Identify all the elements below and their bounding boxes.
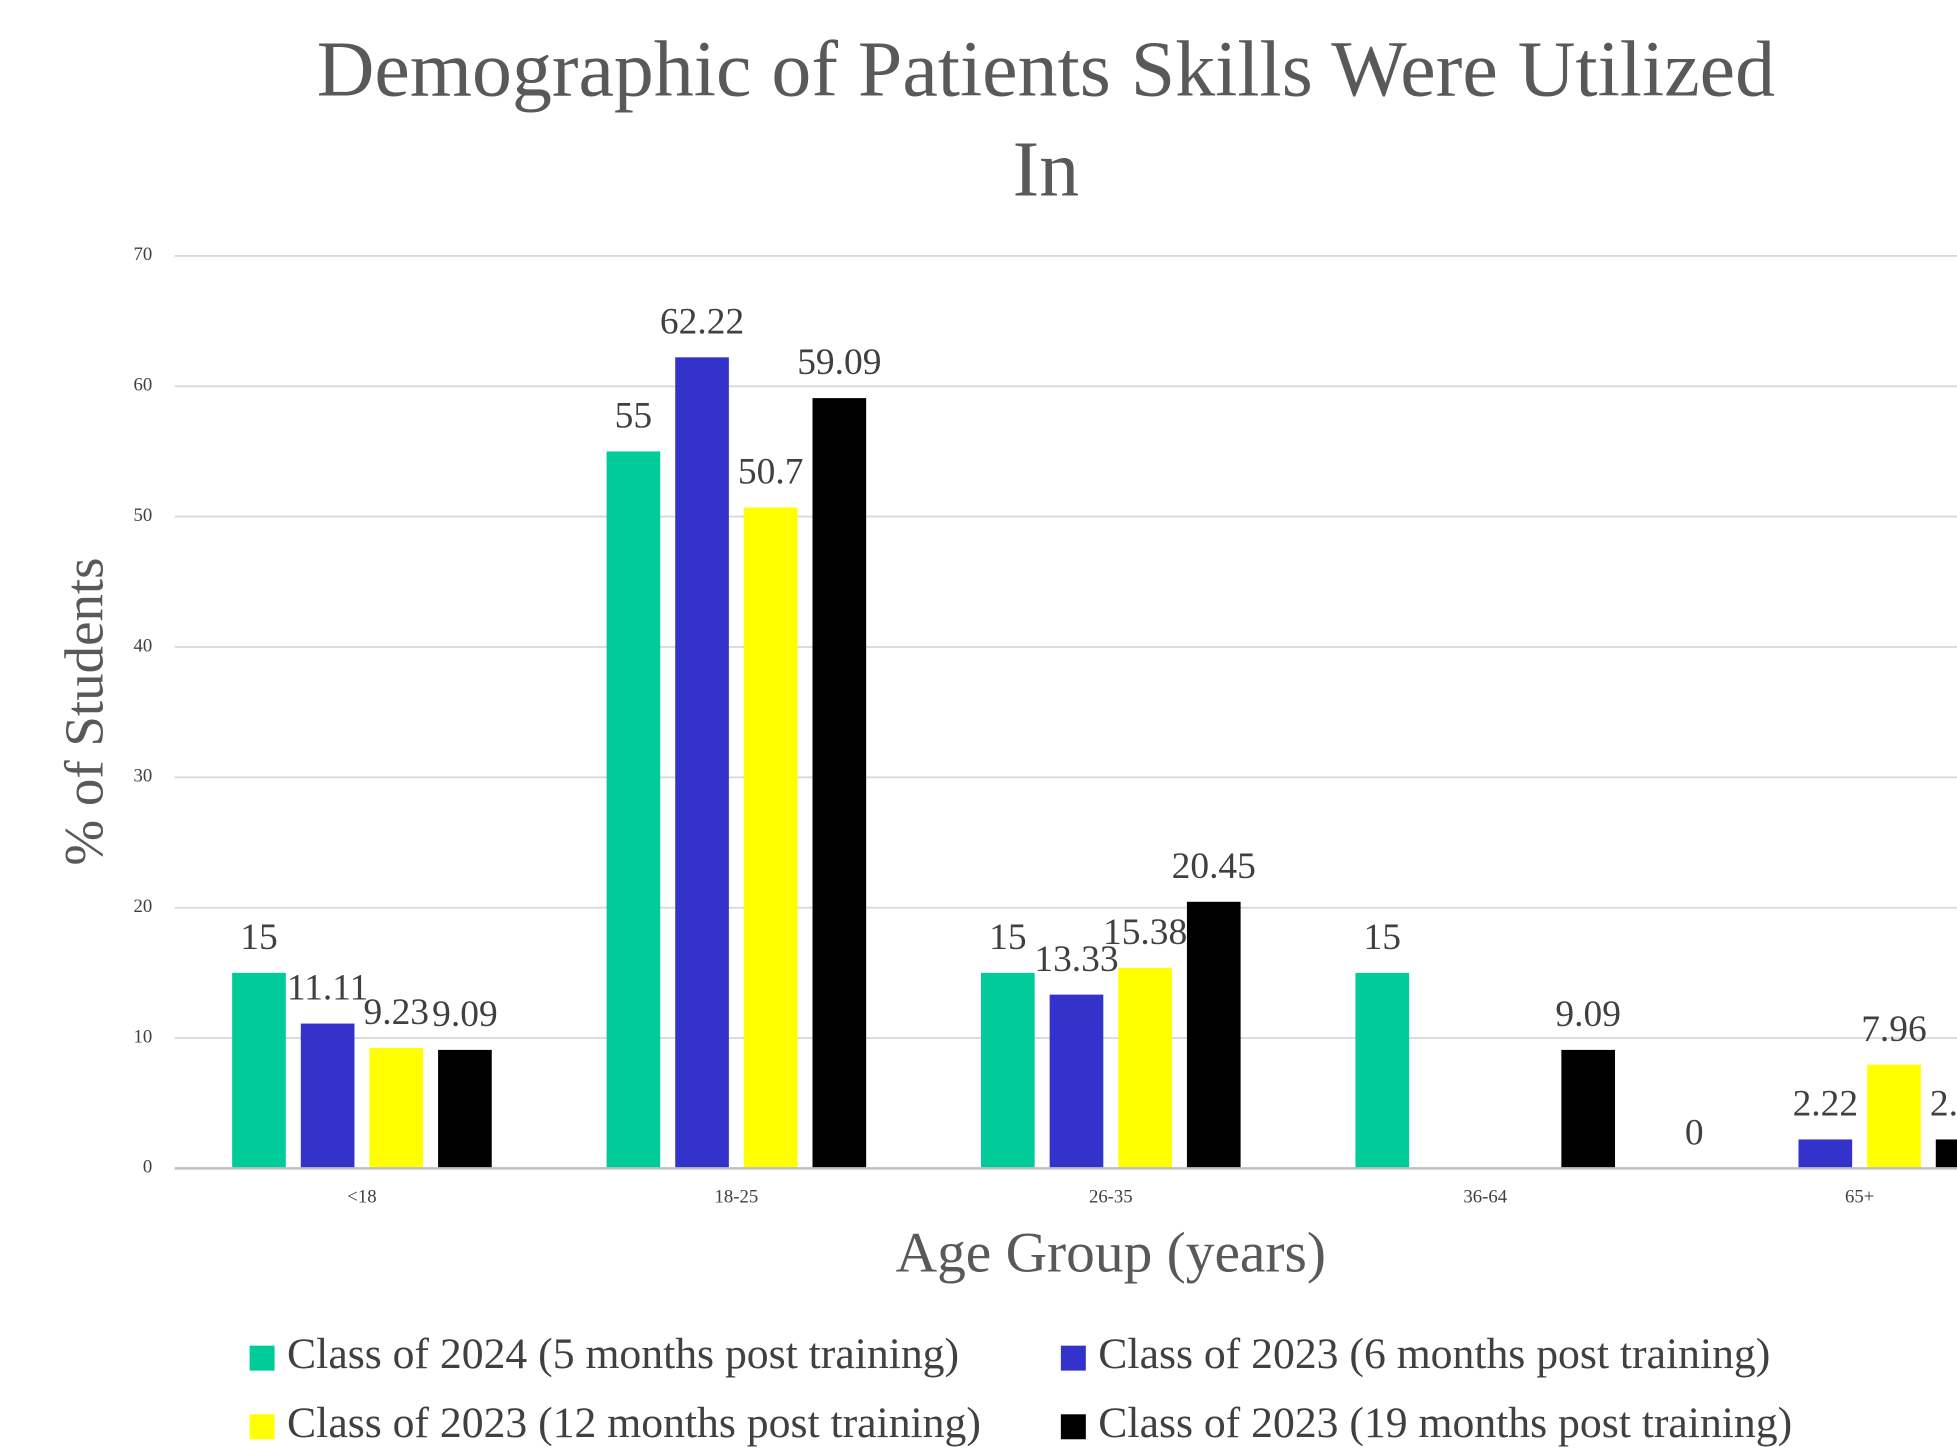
x-tick-label: 18-25 — [715, 1187, 759, 1208]
legend-swatch — [1060, 1345, 1086, 1371]
data-label: 2.22 — [1930, 1084, 1957, 1125]
x-axis-title: Age Group (years) — [896, 1221, 1326, 1284]
y-tick-label: 30 — [134, 766, 153, 787]
bar — [1561, 1049, 1616, 1169]
legend-swatch — [249, 1345, 275, 1371]
bar — [438, 1049, 492, 1169]
y-tick-label: 60 — [134, 375, 153, 396]
y-axis-title: % of Students — [53, 557, 114, 865]
bar — [1186, 901, 1241, 1169]
data-label: 2.22 — [1793, 1084, 1859, 1125]
data-label: 55 — [615, 396, 652, 437]
bar — [300, 1023, 355, 1169]
y-tick-label: 40 — [134, 635, 153, 656]
data-label: 11.11 — [287, 968, 368, 1009]
data-label: 62.22 — [660, 301, 744, 342]
bar — [1935, 1139, 1957, 1169]
bar — [232, 972, 286, 1169]
data-label: 7.96 — [1861, 1009, 1927, 1050]
data-label: 13.33 — [1034, 939, 1118, 980]
legend-label: Class of 2024 (5 months post training) — [287, 1330, 959, 1378]
data-label: 15 — [989, 917, 1026, 958]
y-tick-label: 10 — [134, 1026, 153, 1047]
x-tick-label: <18 — [347, 1187, 376, 1208]
bar — [812, 398, 867, 1169]
x-tick-label: 26-35 — [1089, 1187, 1133, 1208]
x-tick-label: 36-64 — [1463, 1187, 1507, 1208]
bar — [606, 451, 661, 1169]
data-label: 9.09 — [1555, 994, 1621, 1035]
data-label: 15 — [1364, 917, 1401, 958]
bar — [980, 972, 1035, 1169]
data-label: 50.7 — [738, 452, 804, 493]
legend-swatch — [249, 1414, 275, 1440]
bar — [1118, 967, 1172, 1169]
y-tick-label: 0 — [143, 1157, 152, 1178]
y-tick-label: 20 — [134, 896, 153, 917]
legend-swatch — [1060, 1414, 1086, 1440]
data-label: 15.38 — [1103, 912, 1187, 953]
chart-title: Demographic of Patients Skills Were Util… — [317, 26, 1775, 114]
legend-label: Class of 2023 (12 months post training) — [287, 1399, 981, 1447]
legend-label: Class of 2023 (19 months post training) — [1098, 1399, 1792, 1447]
data-label: 15 — [240, 917, 277, 958]
data-label: 9.23 — [364, 992, 430, 1033]
y-tick-label: 70 — [134, 244, 153, 265]
chart-title: In — [1013, 126, 1080, 214]
legend-label: Class of 2023 (6 months post training) — [1098, 1330, 1770, 1378]
data-label: 20.45 — [1172, 846, 1256, 887]
data-label: 0 — [1685, 1113, 1704, 1154]
bar — [1798, 1139, 1853, 1169]
bar — [1355, 972, 1410, 1169]
bar — [743, 507, 798, 1169]
x-tick-label: 65+ — [1845, 1187, 1874, 1208]
bar — [1049, 994, 1104, 1169]
data-label: 9.09 — [432, 994, 498, 1035]
bar — [675, 357, 729, 1169]
bar — [1867, 1064, 1921, 1169]
y-tick-label: 50 — [134, 505, 153, 526]
bar — [369, 1048, 424, 1169]
data-label: 59.09 — [797, 342, 881, 383]
